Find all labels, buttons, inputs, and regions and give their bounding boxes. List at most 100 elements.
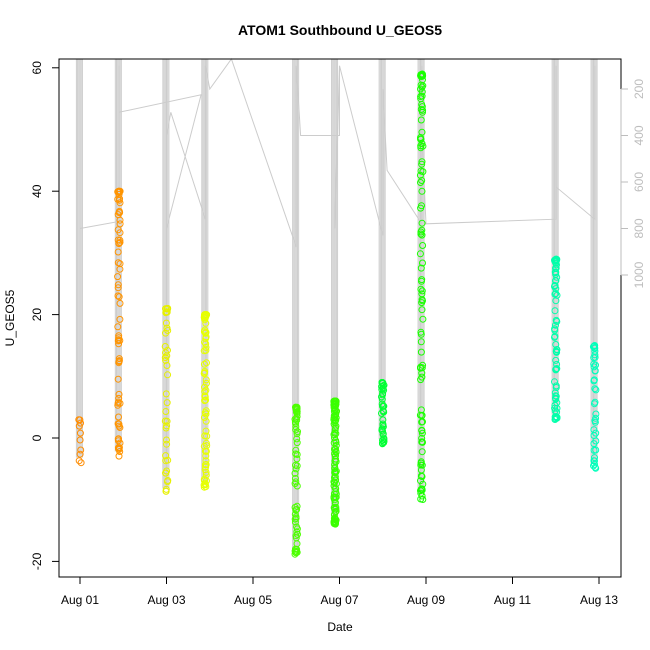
data-point bbox=[163, 436, 170, 444]
data-point bbox=[116, 260, 124, 268]
data-point bbox=[163, 399, 171, 407]
data-point bbox=[418, 101, 426, 108]
data-point bbox=[417, 489, 425, 497]
data-point bbox=[591, 344, 599, 352]
data-point bbox=[418, 177, 426, 184]
data-point bbox=[116, 229, 124, 237]
y-axis-label: U_GEOS5 bbox=[3, 289, 17, 346]
scatter-points bbox=[75, 70, 600, 558]
data-point bbox=[417, 144, 425, 152]
data-point bbox=[331, 469, 339, 477]
data-point bbox=[114, 284, 122, 292]
data-point bbox=[115, 340, 123, 348]
data-point bbox=[162, 457, 170, 465]
data-point bbox=[201, 311, 209, 319]
data-point bbox=[417, 348, 425, 356]
right-pressure-axis: 200 400 600 800 1000 bbox=[620, 79, 646, 288]
data-point bbox=[163, 467, 171, 475]
chart-title: ATOM1 Southbound U_GEOS5 bbox=[238, 22, 442, 38]
data-point bbox=[591, 457, 598, 465]
y-tick-label: 60 bbox=[30, 61, 44, 75]
data-point bbox=[417, 264, 425, 272]
data-point bbox=[552, 297, 560, 305]
data-point bbox=[201, 326, 209, 334]
x-tick-label: Aug 07 bbox=[320, 593, 358, 607]
data-point bbox=[292, 532, 300, 540]
data-point bbox=[76, 416, 84, 424]
data-point bbox=[418, 128, 426, 136]
data-point bbox=[591, 454, 598, 462]
data-point bbox=[201, 393, 209, 401]
data-point bbox=[201, 432, 209, 440]
data-point bbox=[417, 466, 425, 474]
data-point bbox=[378, 425, 386, 433]
data-point bbox=[592, 386, 600, 394]
data-point bbox=[293, 451, 301, 458]
data-point bbox=[200, 347, 208, 355]
data-point bbox=[331, 434, 338, 442]
data-point bbox=[116, 199, 124, 207]
data-point bbox=[331, 450, 339, 458]
data-point bbox=[292, 478, 300, 486]
data-point bbox=[163, 417, 171, 425]
data-point bbox=[417, 338, 425, 346]
data-point bbox=[552, 395, 560, 403]
data-point bbox=[114, 248, 122, 256]
data-point bbox=[293, 528, 301, 536]
data-point bbox=[114, 435, 122, 443]
x-tick-label: Aug 09 bbox=[407, 593, 445, 607]
data-point bbox=[77, 446, 85, 454]
data-point bbox=[418, 277, 425, 285]
data-point bbox=[552, 392, 560, 400]
data-point bbox=[418, 438, 426, 446]
data-point bbox=[202, 439, 210, 447]
data-point bbox=[553, 318, 561, 325]
data-point bbox=[591, 400, 598, 408]
data-point bbox=[115, 355, 123, 363]
x-tick-label: Aug 05 bbox=[234, 593, 272, 607]
data-point bbox=[293, 482, 301, 490]
data-point bbox=[114, 375, 122, 383]
data-point bbox=[76, 436, 84, 444]
data-point bbox=[114, 292, 122, 300]
data-point bbox=[200, 313, 208, 321]
data-point bbox=[114, 323, 122, 331]
data-point bbox=[417, 363, 424, 371]
data-point bbox=[203, 379, 210, 387]
data-point bbox=[417, 330, 425, 338]
data-point bbox=[162, 452, 170, 460]
data-point bbox=[293, 435, 301, 443]
data-point bbox=[417, 204, 425, 212]
x-tick-label: Aug 03 bbox=[147, 593, 185, 607]
data-point bbox=[116, 337, 124, 344]
x-tick-label: Aug 11 bbox=[494, 593, 531, 607]
data-point bbox=[292, 404, 300, 412]
data-point bbox=[552, 365, 560, 373]
data-point bbox=[552, 321, 559, 329]
data-point bbox=[332, 414, 340, 422]
data-point bbox=[418, 231, 426, 239]
data-point bbox=[330, 515, 338, 522]
data-point bbox=[417, 285, 425, 293]
data-point bbox=[552, 348, 560, 356]
data-point bbox=[551, 332, 559, 340]
data-point bbox=[114, 273, 122, 281]
data-point bbox=[419, 168, 427, 176]
data-point bbox=[418, 187, 426, 195]
data-point bbox=[293, 523, 300, 531]
data-point bbox=[553, 365, 561, 372]
data-point bbox=[115, 390, 123, 398]
data-point bbox=[77, 459, 85, 467]
data-point bbox=[201, 447, 209, 455]
data-point bbox=[379, 402, 386, 410]
data-point bbox=[163, 324, 171, 332]
data-point bbox=[419, 259, 426, 267]
data-point bbox=[418, 429, 426, 437]
data-point bbox=[418, 219, 426, 227]
data-point bbox=[416, 250, 424, 258]
data-point bbox=[202, 452, 210, 460]
data-point bbox=[330, 493, 338, 501]
data-point bbox=[418, 296, 426, 304]
data-point bbox=[162, 356, 170, 364]
